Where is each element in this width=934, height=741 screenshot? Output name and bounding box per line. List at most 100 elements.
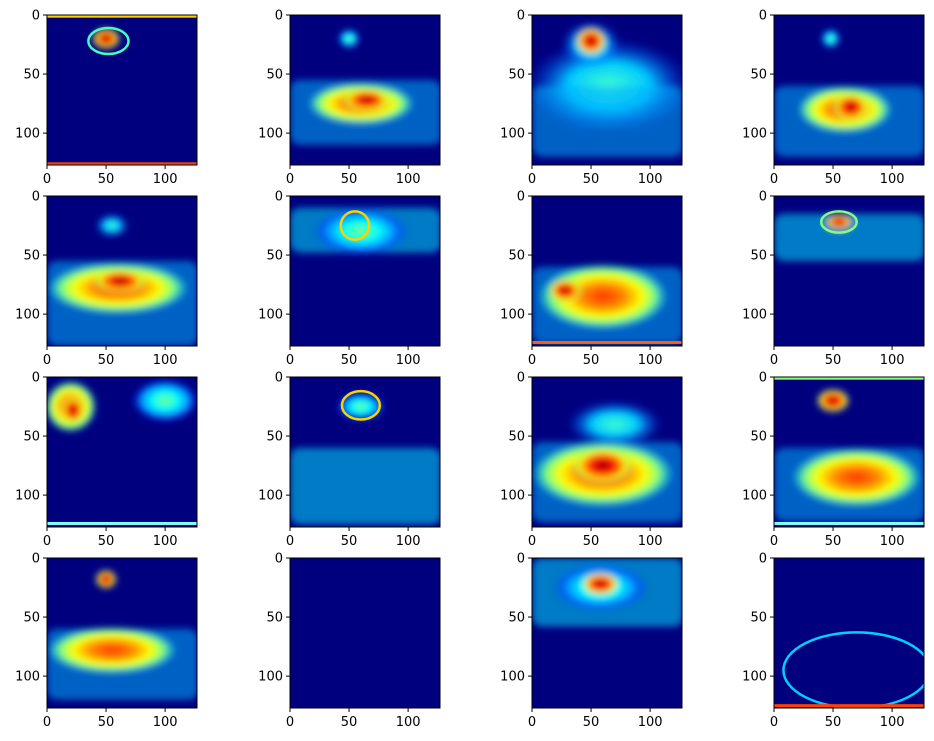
subplot-panel: 0 50 100 0 50 100 — [258, 552, 441, 730]
x-tick-label: 0 — [528, 715, 536, 730]
heatmap-band — [290, 447, 440, 525]
y-tick-label: 50 — [23, 68, 40, 83]
axes-frame — [773, 195, 925, 347]
x-tick-label: 0 — [286, 353, 294, 368]
axes-frame — [46, 14, 198, 166]
x-tick-label: 100 — [396, 715, 421, 730]
axes-frame — [289, 557, 441, 709]
heatmap-blob — [132, 379, 197, 422]
x-tick-label: 50 — [583, 534, 600, 549]
y-tick-label: 100 — [500, 670, 525, 685]
heatmap-image — [47, 558, 197, 708]
heatmap-image — [290, 377, 440, 527]
heatmap-blob — [567, 400, 662, 448]
y-tick-label: 0 — [32, 190, 40, 205]
y-tick-label: 100 — [500, 489, 525, 504]
x-tick-label: 50 — [341, 353, 358, 368]
heatmap-image — [532, 558, 682, 708]
x-tick-label: 50 — [98, 715, 115, 730]
heatmap-image — [532, 377, 682, 527]
x-tick-label: 100 — [153, 172, 178, 187]
subplot-panel: 0 50 100 0 50 100 — [15, 371, 198, 549]
x-tick-label: 0 — [528, 353, 536, 368]
y-tick-label: 0 — [32, 552, 40, 567]
heatmap-edge-line — [774, 521, 924, 525]
x-tick-label: 100 — [153, 353, 178, 368]
y-tick-label: 50 — [266, 611, 283, 626]
x-tick-label: 0 — [43, 353, 51, 368]
heatmap-blob — [91, 27, 121, 50]
subplot-panel: 0 50 100 0 50 100 — [742, 371, 925, 549]
x-tick-label: 100 — [153, 534, 178, 549]
y-tick-label: 50 — [23, 611, 40, 626]
y-tick-label: 100 — [258, 670, 283, 685]
y-tick-label: 0 — [517, 190, 525, 205]
heatmap-image — [774, 15, 924, 165]
x-tick-label: 50 — [825, 715, 842, 730]
heatmap-background — [290, 558, 440, 708]
y-tick-label: 50 — [266, 430, 283, 445]
y-tick-label: 0 — [759, 9, 767, 24]
y-tick-label: 100 — [15, 127, 40, 142]
subplot-panel: 0 50 100 0 50 100 — [742, 190, 925, 368]
heatmap-blob — [95, 569, 117, 589]
heatmap-edge-line — [47, 15, 197, 18]
x-tick-label: 50 — [583, 353, 600, 368]
heatmap-blob — [47, 626, 177, 674]
y-tick-label: 50 — [508, 430, 525, 445]
y-tick-label: 100 — [15, 670, 40, 685]
subplot-grid: 0 50 100 0 50 100 0 50 100 0 50 100 0 50 100 0 50 100 0 50 1… — [15, 9, 925, 730]
x-tick-label: 0 — [528, 534, 536, 549]
x-tick-label: 50 — [341, 172, 358, 187]
heatmap-blob — [833, 92, 869, 122]
heatmap-image — [774, 558, 924, 708]
subplot-panel: 0 50 100 0 50 100 — [742, 9, 925, 187]
heatmap-blob — [337, 392, 385, 421]
subplot-panel: 0 50 100 0 50 100 — [15, 552, 198, 730]
y-tick-label: 50 — [750, 249, 767, 264]
y-tick-label: 50 — [750, 611, 767, 626]
heatmap-blob — [575, 26, 607, 56]
axes-frame — [773, 14, 925, 166]
y-tick-label: 0 — [275, 9, 283, 24]
y-tick-label: 100 — [258, 489, 283, 504]
x-tick-label: 100 — [638, 715, 663, 730]
y-tick-label: 50 — [266, 249, 283, 264]
x-tick-label: 100 — [880, 534, 905, 549]
y-tick-label: 0 — [32, 371, 40, 386]
y-tick-label: 0 — [759, 371, 767, 386]
y-tick-label: 100 — [258, 308, 283, 323]
heatmap-image — [774, 196, 924, 346]
x-tick-label: 0 — [770, 715, 778, 730]
x-tick-label: 100 — [153, 715, 178, 730]
heatmap-blob — [573, 447, 633, 484]
heatmap-edge-line — [47, 521, 197, 525]
heatmap-band — [532, 85, 682, 157]
heatmap-image — [47, 377, 197, 527]
y-tick-label: 100 — [742, 127, 767, 142]
x-tick-label: 100 — [396, 534, 421, 549]
x-tick-label: 50 — [825, 353, 842, 368]
x-tick-label: 50 — [583, 715, 600, 730]
x-tick-label: 100 — [396, 172, 421, 187]
heatmap-blob — [61, 395, 85, 425]
y-tick-label: 50 — [750, 430, 767, 445]
heatmap-image — [47, 196, 197, 346]
axes-frame — [531, 557, 683, 709]
axes-frame — [773, 376, 925, 528]
x-tick-label: 0 — [286, 172, 294, 187]
y-tick-label: 0 — [517, 9, 525, 24]
heatmap-blob — [95, 213, 129, 238]
axes-frame — [289, 14, 441, 166]
heatmap-outline — [340, 389, 382, 421]
y-tick-label: 50 — [23, 249, 40, 264]
x-tick-label: 100 — [880, 172, 905, 187]
subplot-panel: 0 50 100 0 50 100 — [500, 9, 683, 187]
y-tick-label: 100 — [500, 308, 525, 323]
heatmap-blob — [824, 213, 854, 231]
y-tick-label: 0 — [759, 552, 767, 567]
heatmap-band — [774, 213, 924, 261]
y-tick-label: 100 — [742, 670, 767, 685]
heatmap-edge-line — [774, 377, 924, 380]
subplot-panel: 0 50 100 0 50 100 — [742, 552, 925, 730]
